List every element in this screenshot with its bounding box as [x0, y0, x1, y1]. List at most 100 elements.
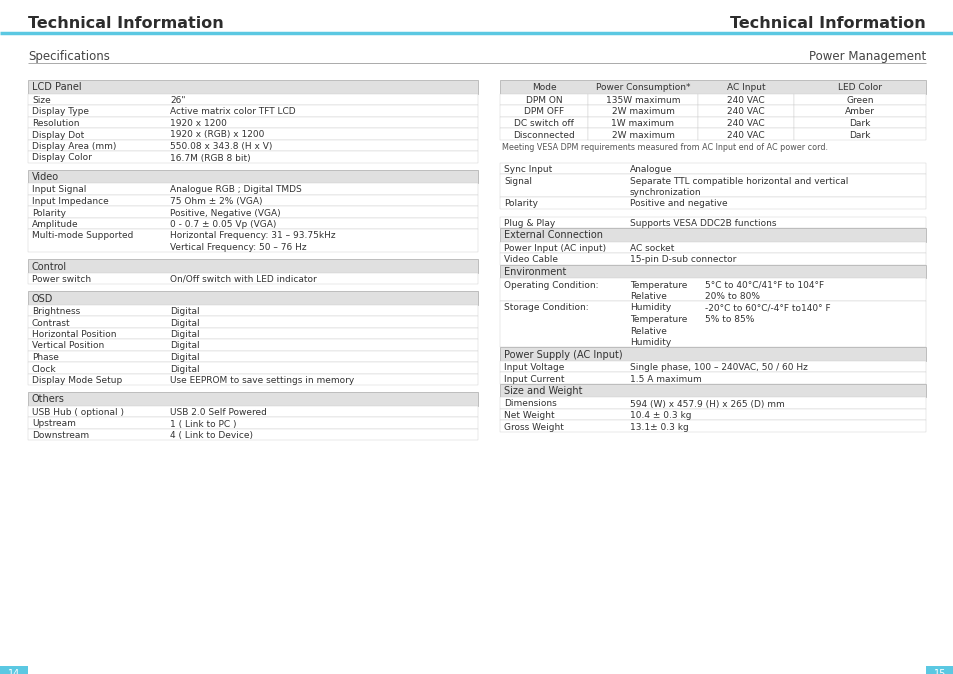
Text: 15-pin D-sub connector: 15-pin D-sub connector — [629, 255, 736, 264]
Text: Display Area (mm): Display Area (mm) — [32, 142, 116, 151]
Text: Input Current: Input Current — [503, 375, 564, 384]
Text: Vertical Frequency: 50 – 76 Hz: Vertical Frequency: 50 – 76 Hz — [170, 243, 306, 252]
Text: 1920 x 1200: 1920 x 1200 — [170, 119, 227, 128]
Text: USB 2.0 Self Powered: USB 2.0 Self Powered — [170, 408, 267, 417]
Text: Technical Information: Technical Information — [28, 16, 224, 31]
Bar — [499, 128, 587, 140]
Text: Environment: Environment — [503, 267, 566, 277]
Bar — [793, 105, 925, 117]
Text: Input Voltage: Input Voltage — [503, 363, 564, 372]
Text: Active matrix color TFT LCD: Active matrix color TFT LCD — [170, 107, 295, 117]
Bar — [499, 162, 925, 174]
Text: 1W maximum: 1W maximum — [611, 119, 674, 128]
Text: Sync Input: Sync Input — [503, 165, 552, 174]
Text: 5°C to 40°C/41°F to 104°F: 5°C to 40°C/41°F to 104°F — [704, 280, 823, 290]
Text: Operating Condition:: Operating Condition: — [503, 280, 598, 290]
Text: Signal: Signal — [503, 177, 532, 185]
Bar — [499, 241, 925, 253]
Text: 0 - 0.7 ± 0.05 Vp (VGA): 0 - 0.7 ± 0.05 Vp (VGA) — [170, 220, 276, 229]
Text: Positive, Negative (VGA): Positive, Negative (VGA) — [170, 208, 280, 218]
Text: Supports VESA DDC2B functions: Supports VESA DDC2B functions — [629, 219, 776, 228]
Bar — [28, 362, 477, 373]
Text: Gross Weight: Gross Weight — [503, 423, 563, 431]
Text: 5% to 85%: 5% to 85% — [704, 315, 754, 324]
Bar — [793, 128, 925, 140]
Bar — [28, 339, 477, 350]
Text: 240 VAC: 240 VAC — [726, 131, 764, 140]
Bar — [28, 128, 477, 140]
Text: AC socket: AC socket — [629, 244, 674, 253]
Bar — [28, 259, 477, 272]
Bar — [28, 305, 477, 316]
Text: Others: Others — [32, 394, 65, 404]
Text: Video Cable: Video Cable — [503, 255, 558, 264]
Bar — [698, 94, 793, 105]
Text: Dark: Dark — [848, 119, 870, 128]
Text: 15: 15 — [933, 669, 945, 674]
Bar — [28, 406, 477, 417]
Text: Display Dot: Display Dot — [32, 131, 84, 140]
Text: 1.5 A maximum: 1.5 A maximum — [629, 375, 701, 384]
Text: Input Signal: Input Signal — [32, 185, 87, 195]
Text: Single phase, 100 – 240VAC, 50 / 60 Hz: Single phase, 100 – 240VAC, 50 / 60 Hz — [629, 363, 807, 372]
Bar — [499, 117, 587, 128]
Text: Power Consumption*: Power Consumption* — [595, 82, 690, 92]
Bar — [28, 429, 477, 440]
Text: LED Color: LED Color — [837, 82, 882, 92]
Bar — [587, 128, 698, 140]
Text: Plug & Play: Plug & Play — [503, 219, 555, 228]
Text: 13.1± 0.3 kg: 13.1± 0.3 kg — [629, 423, 688, 431]
Bar — [499, 361, 925, 372]
Bar — [793, 94, 925, 105]
Text: 4 ( Link to Device): 4 ( Link to Device) — [170, 431, 253, 440]
Text: 20% to 80%: 20% to 80% — [704, 292, 760, 301]
Bar — [499, 420, 925, 431]
Bar — [28, 206, 477, 218]
Bar — [28, 183, 477, 195]
Text: Brightness: Brightness — [32, 307, 80, 316]
Text: Relative: Relative — [629, 292, 666, 301]
Text: Green: Green — [845, 96, 873, 105]
Text: Multi-mode Supported: Multi-mode Supported — [32, 231, 133, 241]
Text: OSD: OSD — [32, 293, 53, 303]
Bar — [499, 105, 587, 117]
Text: Video: Video — [32, 172, 59, 182]
Text: 240 VAC: 240 VAC — [726, 119, 764, 128]
Bar — [499, 347, 925, 361]
Text: Net Weight: Net Weight — [503, 411, 554, 420]
Text: Mode: Mode — [531, 82, 556, 92]
Text: Amplitude: Amplitude — [32, 220, 78, 229]
Text: Humidity: Humidity — [629, 338, 671, 347]
Text: 16.7M (RGB 8 bit): 16.7M (RGB 8 bit) — [170, 154, 251, 162]
Text: 1 ( Link to PC ): 1 ( Link to PC ) — [170, 419, 236, 429]
Text: Upstream: Upstream — [32, 419, 76, 429]
Bar — [28, 328, 477, 339]
Text: Positive and negative: Positive and negative — [629, 200, 727, 208]
Bar — [793, 117, 925, 128]
Bar — [499, 384, 925, 397]
Text: 594 (W) x 457.9 (H) x 265 (D) mm: 594 (W) x 457.9 (H) x 265 (D) mm — [629, 400, 784, 408]
Bar — [28, 80, 477, 94]
Text: DC switch off: DC switch off — [514, 119, 574, 128]
Bar — [28, 105, 477, 117]
Text: Digital: Digital — [170, 342, 199, 350]
Bar — [499, 80, 925, 94]
Text: Horizontal Frequency: 31 – 93.75kHz: Horizontal Frequency: 31 – 93.75kHz — [170, 231, 335, 241]
Text: Separate TTL compatible horizontal and vertical: Separate TTL compatible horizontal and v… — [629, 177, 847, 185]
Text: Power Supply (AC Input): Power Supply (AC Input) — [503, 350, 622, 359]
Bar — [28, 392, 477, 406]
Bar — [499, 397, 925, 408]
Bar — [28, 218, 477, 229]
Text: Power Input (AC input): Power Input (AC input) — [503, 244, 605, 253]
Bar — [28, 151, 477, 162]
Bar — [28, 229, 477, 252]
Text: Size: Size — [32, 96, 51, 105]
Text: USB Hub ( optional ): USB Hub ( optional ) — [32, 408, 124, 417]
Text: Phase: Phase — [32, 353, 59, 362]
Text: Dimensions: Dimensions — [503, 400, 557, 408]
Text: Contrast: Contrast — [32, 319, 71, 328]
Bar — [28, 94, 477, 105]
Text: Input Impedance: Input Impedance — [32, 197, 109, 206]
Text: On/Off switch with LED indicator: On/Off switch with LED indicator — [170, 275, 316, 284]
Text: Resolution: Resolution — [32, 119, 79, 128]
